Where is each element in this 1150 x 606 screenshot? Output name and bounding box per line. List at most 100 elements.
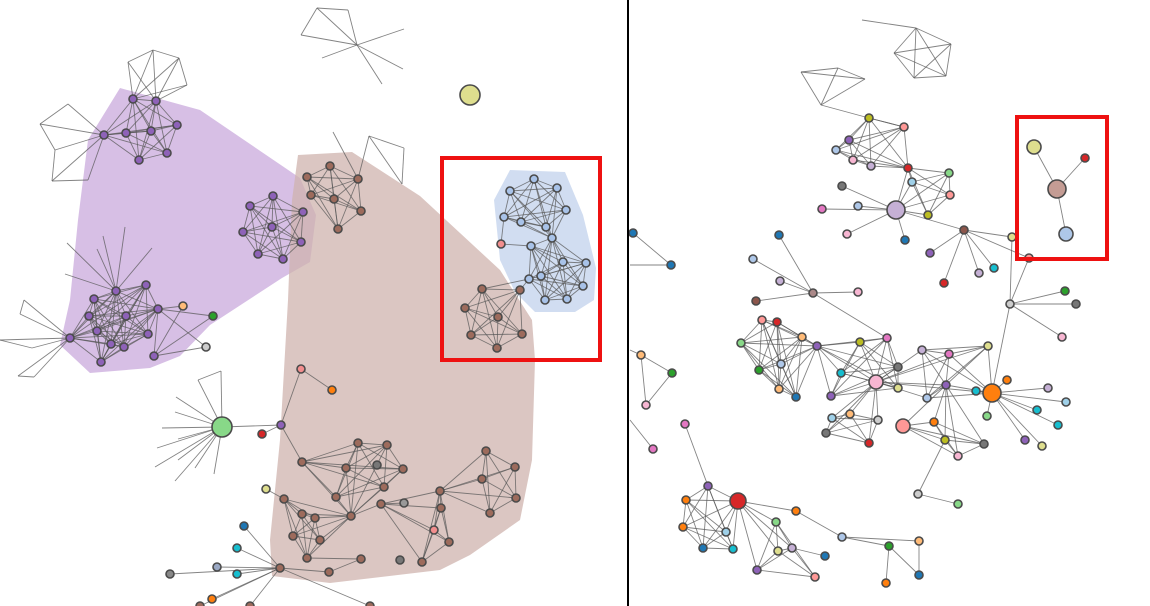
graph-node[interactable]: [667, 368, 677, 378]
graph-node[interactable]: [516, 217, 526, 227]
graph-node[interactable]: [1061, 397, 1071, 407]
graph-node[interactable]: [146, 126, 156, 136]
graph-node[interactable]: [774, 230, 784, 240]
graph-node[interactable]: [329, 194, 339, 204]
graph-node[interactable]: [153, 304, 163, 314]
isolated-node[interactable]: [459, 84, 481, 106]
graph-node[interactable]: [492, 343, 502, 353]
graph-node[interactable]: [900, 235, 910, 245]
graph-node[interactable]: [341, 463, 351, 473]
graph-node[interactable]: [974, 268, 984, 278]
graph-node[interactable]: [787, 543, 797, 553]
graph-node[interactable]: [356, 206, 366, 216]
graph-node[interactable]: [306, 190, 316, 200]
graph-node[interactable]: [84, 311, 94, 321]
graph-node[interactable]: [1043, 383, 1053, 393]
graph-node[interactable]: [261, 484, 271, 494]
graph-node[interactable]: [333, 224, 343, 234]
graph-node[interactable]: [257, 429, 267, 439]
graph-node[interactable]: [944, 168, 954, 178]
graph-node[interactable]: [893, 362, 903, 372]
graph-node[interactable]: [208, 311, 218, 321]
graph-node[interactable]: [288, 531, 298, 541]
graph-node[interactable]: [808, 288, 818, 298]
graph-node[interactable]: [143, 329, 153, 339]
graph-node[interactable]: [836, 368, 846, 378]
graph-node[interactable]: [882, 333, 892, 343]
hub-node-orange[interactable]: [982, 383, 1002, 403]
graph-node[interactable]: [382, 440, 392, 450]
graph-node[interactable]: [541, 222, 551, 232]
graph-node[interactable]: [1080, 153, 1090, 163]
graph-node[interactable]: [477, 284, 487, 294]
graph-node[interactable]: [134, 155, 144, 165]
graph-node[interactable]: [106, 339, 116, 349]
graph-node[interactable]: [1060, 286, 1070, 296]
graph-node[interactable]: [581, 258, 591, 268]
graph-node[interactable]: [212, 562, 222, 572]
graph-node[interactable]: [552, 183, 562, 193]
hub-node-lavender[interactable]: [886, 200, 906, 220]
graph-node[interactable]: [776, 359, 786, 369]
graph-node[interactable]: [276, 420, 286, 430]
graph-node[interactable]: [641, 400, 651, 410]
graph-node[interactable]: [797, 332, 807, 342]
graph-node[interactable]: [944, 349, 954, 359]
graph-node[interactable]: [517, 329, 527, 339]
hub-node-pink[interactable]: [868, 374, 884, 390]
graph-node[interactable]: [365, 601, 375, 606]
graph-node[interactable]: [855, 337, 865, 347]
graph-node[interactable]: [99, 130, 109, 140]
graph-node[interactable]: [89, 294, 99, 304]
graph-node[interactable]: [195, 601, 205, 606]
graph-node[interactable]: [1002, 375, 1012, 385]
graph-node[interactable]: [444, 537, 454, 547]
graph-node[interactable]: [881, 578, 891, 588]
graph-node[interactable]: [1037, 441, 1047, 451]
graph-node[interactable]: [772, 317, 782, 327]
graph-node[interactable]: [245, 201, 255, 211]
graph-node[interactable]: [466, 330, 476, 340]
graph-node[interactable]: [757, 315, 767, 325]
graph-node[interactable]: [302, 553, 312, 563]
graph-node[interactable]: [914, 536, 924, 546]
graph-node[interactable]: [1047, 179, 1067, 199]
graph-node[interactable]: [119, 342, 129, 352]
graph-node[interactable]: [201, 342, 211, 352]
graph-node[interactable]: [505, 186, 515, 196]
graph-node[interactable]: [417, 557, 427, 567]
graph-node[interactable]: [648, 444, 658, 454]
graph-node[interactable]: [698, 543, 708, 553]
graph-node[interactable]: [526, 241, 536, 251]
graph-node[interactable]: [561, 205, 571, 215]
graph-node[interactable]: [812, 341, 822, 351]
graph-node[interactable]: [315, 535, 325, 545]
graph-node[interactable]: [379, 482, 389, 492]
graph-node[interactable]: [481, 446, 491, 456]
graph-node[interactable]: [310, 513, 320, 523]
graph-node[interactable]: [207, 594, 217, 604]
graph-node[interactable]: [238, 227, 248, 237]
graph-node[interactable]: [331, 492, 341, 502]
graph-node[interactable]: [435, 486, 445, 496]
graph-node[interactable]: [325, 161, 335, 171]
graph-node[interactable]: [324, 567, 334, 577]
graph-node[interactable]: [903, 163, 913, 173]
graph-node[interactable]: [864, 438, 874, 448]
graph-node[interactable]: [493, 312, 503, 322]
graph-node[interactable]: [1057, 332, 1067, 342]
graph-node[interactable]: [853, 287, 863, 297]
graph-node[interactable]: [884, 541, 894, 551]
graph-node[interactable]: [327, 385, 337, 395]
graph-node[interactable]: [703, 481, 713, 491]
graph-node[interactable]: [499, 212, 509, 222]
graph-node[interactable]: [940, 435, 950, 445]
graph-node[interactable]: [96, 357, 106, 367]
graph-node[interactable]: [721, 527, 731, 537]
graph-node[interactable]: [268, 191, 278, 201]
graph-node[interactable]: [267, 222, 277, 232]
graph-node[interactable]: [845, 409, 855, 419]
graph-node[interactable]: [953, 451, 963, 461]
graph-node[interactable]: [864, 113, 874, 123]
graph-node[interactable]: [917, 345, 927, 355]
